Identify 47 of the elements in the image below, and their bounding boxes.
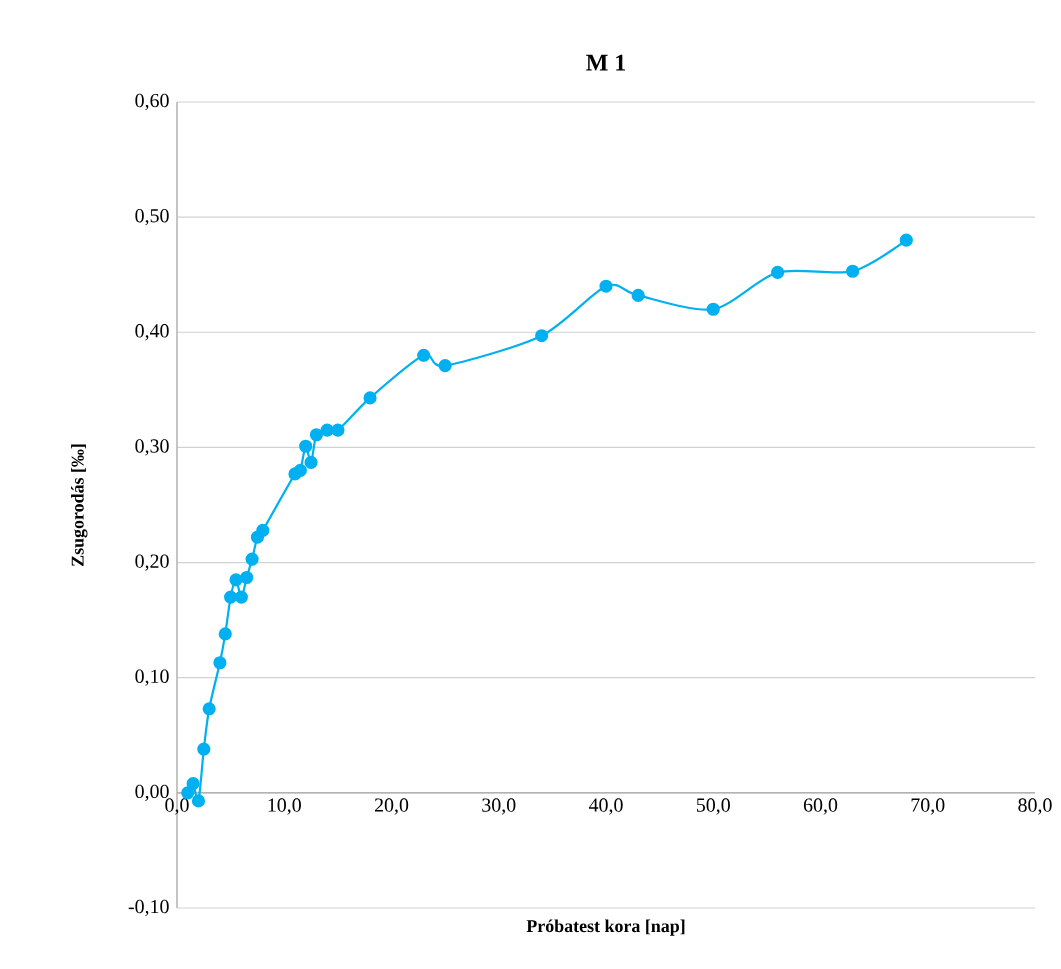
y-tick-label: 0,60: [135, 93, 169, 111]
point: [218, 627, 232, 641]
point: [224, 590, 238, 604]
y-tick-label: 0,20: [135, 554, 169, 571]
point: [202, 702, 216, 716]
x-tick-label: 20,0: [374, 798, 409, 815]
point: [304, 455, 318, 469]
point: [846, 264, 860, 278]
y-tick-label: 0,30: [135, 439, 169, 456]
point: [181, 786, 195, 800]
point: [331, 423, 345, 437]
point: [899, 233, 913, 247]
point: [599, 279, 613, 293]
point: [771, 265, 785, 279]
point: [245, 552, 259, 566]
y-axis-title: Zsugorodás [‰]: [71, 444, 88, 566]
point: [197, 742, 211, 756]
point: [309, 428, 324, 442]
point: [256, 523, 270, 537]
x-tick-label: 80,0: [1018, 798, 1052, 815]
point: [631, 288, 645, 302]
x-tick-label: 70,0: [911, 798, 945, 815]
point: [293, 463, 307, 478]
x-tick-label: 60,0: [803, 798, 838, 815]
point: [234, 590, 248, 604]
point: [213, 656, 227, 670]
x-tick-label: 10,0: [268, 798, 301, 815]
y-tick-label: 0,40: [135, 324, 169, 341]
point: [363, 391, 377, 405]
point: [240, 570, 254, 585]
x-tick-label: 40,0: [588, 798, 623, 815]
point: [535, 329, 549, 343]
y-tick-label: 0,10: [135, 669, 169, 686]
point: [706, 302, 720, 316]
x-axis-title: Próbatest kora [nap]: [526, 919, 685, 936]
point: [186, 777, 200, 791]
point: [229, 573, 243, 587]
point: [417, 348, 431, 362]
point: [299, 439, 313, 453]
x-tick-label: 30,0: [482, 798, 516, 815]
point: [320, 423, 334, 437]
x-tick-label: 50,0: [696, 798, 730, 815]
chart-title: M 1: [586, 54, 626, 71]
point: [438, 359, 452, 373]
point: [191, 794, 206, 808]
y-tick-label: -0,10: [128, 899, 169, 917]
y-tick-label: 0,50: [135, 208, 169, 226]
